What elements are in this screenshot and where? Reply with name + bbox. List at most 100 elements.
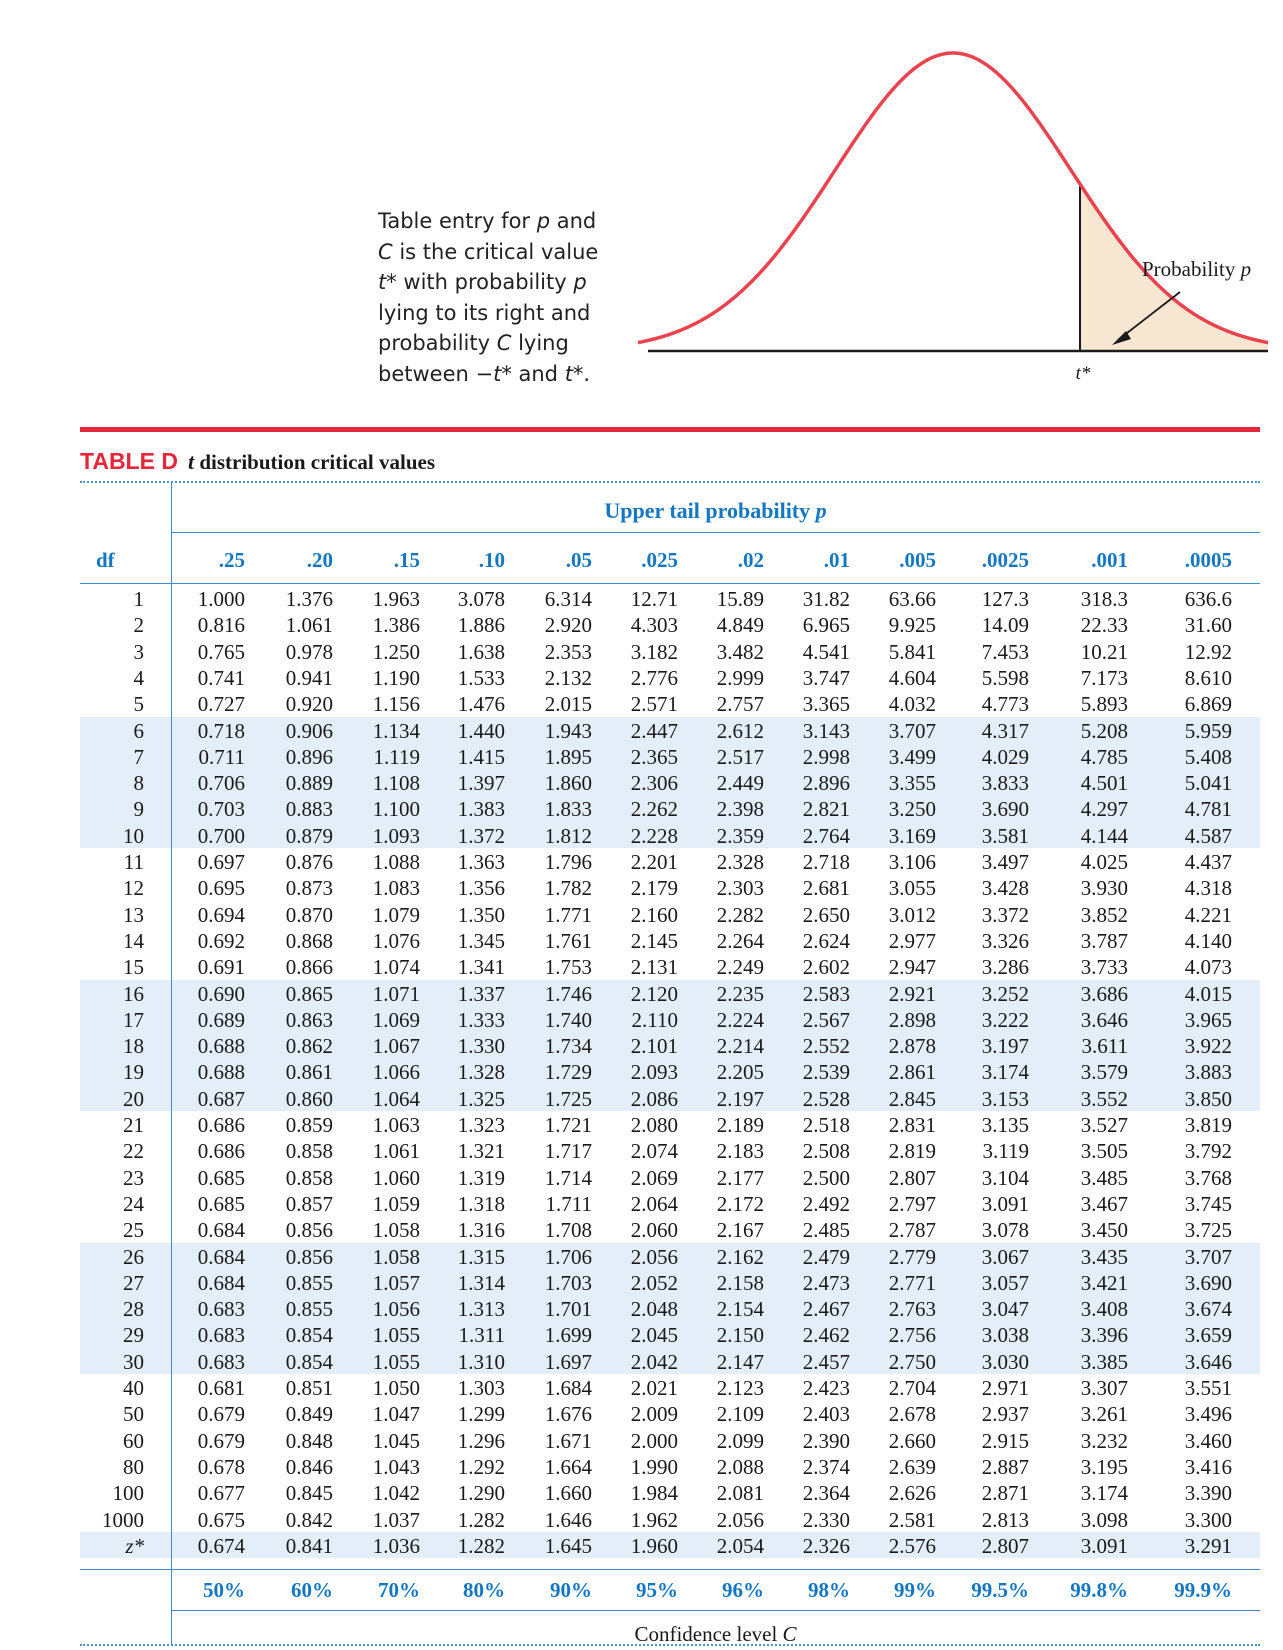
critical-value-cell: 0.978 — [285, 639, 333, 664]
critical-value-cell: 0.686 — [197, 1139, 245, 1164]
critical-value-cell: 3.408 — [1080, 1297, 1128, 1322]
caption-text: with probability — [396, 270, 574, 294]
p-header: .001 — [1091, 548, 1128, 572]
confidence-level-value: 60% — [291, 1578, 333, 1602]
critical-value-cell: 0.849 — [285, 1402, 333, 1427]
critical-value-cell: 0.694 — [197, 902, 245, 927]
critical-value-cell: 1.250 — [372, 639, 420, 664]
critical-value-cell: 1.079 — [372, 902, 420, 927]
row-shading-band — [80, 979, 1260, 1111]
critical-value-cell: 3.091 — [1080, 1533, 1128, 1558]
critical-value-cell: 2.518 — [802, 1113, 850, 1137]
critical-value-cell: 1.703 — [544, 1270, 592, 1295]
caption-variable: t* — [564, 361, 584, 386]
confidence-level-value: 96% — [722, 1578, 764, 1602]
critical-value-cell: 2.064 — [630, 1191, 678, 1216]
critical-value-cell: 0.675 — [197, 1507, 245, 1532]
critical-value-cell: 1.282 — [457, 1507, 505, 1532]
probability-arrowhead — [1112, 331, 1131, 345]
critical-value-cell: 2.473 — [802, 1270, 850, 1295]
critical-value-cell: 0.879 — [285, 823, 333, 848]
critical-value-cell: 1.734 — [544, 1034, 592, 1059]
critical-value-cell: 2.088 — [716, 1454, 764, 1479]
critical-value-cell: 1.356 — [457, 876, 505, 901]
critical-value-cell: 0.856 — [285, 1244, 333, 1269]
confidence-level-label: Confidence level C — [634, 1622, 797, 1646]
critical-value-cell: 15.89 — [716, 587, 764, 611]
critical-value-cell: 6.869 — [1184, 692, 1232, 717]
critical-value-cell: 1.311 — [458, 1323, 505, 1348]
critical-value-cell: 3.421 — [1080, 1270, 1128, 1295]
critical-value-cell: 12.71 — [630, 587, 678, 611]
critical-value-cell: 2.571 — [630, 692, 678, 717]
critical-value-cell: 2.467 — [802, 1297, 850, 1322]
critical-value-cell: 1.383 — [457, 797, 505, 822]
table-row: 28 0.683 0.855 1.056 1.313 1.701 2.048 2.154 2.4… — [0, 1296, 1283, 1322]
critical-value-cell: 1.725 — [544, 1086, 592, 1111]
critical-value-cell: 2.845 — [888, 1086, 936, 1111]
critical-value-cell: 3.460 — [1184, 1428, 1232, 1453]
critical-value-cell: 2.172 — [716, 1191, 764, 1216]
critical-value-cell: 1.318 — [457, 1191, 505, 1216]
critical-value-cell: 0.688 — [197, 1034, 245, 1059]
df-cell: 24 — [123, 1191, 144, 1216]
table-row: 6 0.718 0.906 1.134 1.440 1.943 2.447 2.612 3.14… — [0, 718, 1283, 744]
critical-value-cell: 3.252 — [981, 981, 1029, 1006]
table-row: 100 0.677 0.845 1.042 1.290 1.660 1.984 2.081 2.… — [0, 1480, 1283, 1506]
critical-value-cell: 3.883 — [1184, 1060, 1232, 1085]
critical-value-cell: 2.764 — [802, 823, 850, 848]
critical-value-cell: 0.859 — [285, 1113, 333, 1137]
critical-value-cell: 0.842 — [285, 1507, 333, 1532]
critical-value-cell: 3.174 — [1080, 1481, 1128, 1506]
upper-tail-shaded-area — [1080, 184, 1268, 351]
df-cell: 40 — [123, 1376, 144, 1400]
critical-value-cell: 2.678 — [888, 1402, 936, 1427]
critical-value-cell: 12.92 — [1184, 639, 1232, 664]
critical-value-cell: 3.747 — [802, 665, 850, 690]
critical-value-cell: 2.581 — [888, 1507, 936, 1532]
critical-value-cell: 1.061 — [372, 1139, 420, 1164]
critical-value-cell: 3.505 — [1080, 1139, 1128, 1164]
critical-value-cell: 0.685 — [197, 1165, 245, 1190]
df-cell: 15 — [123, 955, 144, 980]
critical-value-cell: 2.462 — [802, 1323, 850, 1348]
critical-value-cell: 0.674 — [197, 1533, 245, 1558]
critical-value-cell: 1.476 — [457, 692, 505, 717]
caption-text: . — [583, 361, 591, 386]
critical-value-cell: 2.390 — [802, 1428, 850, 1453]
table-row: z* 0.674 0.841 1.036 1.282 1.645 1.960 2.054 2.3… — [0, 1533, 1283, 1559]
critical-value-cell: 2.054 — [716, 1533, 764, 1558]
critical-value-cell: 3.030 — [981, 1349, 1029, 1374]
critical-value-cell: 0.741 — [197, 665, 245, 690]
critical-value-cell: 5.041 — [1184, 771, 1232, 796]
caption-text: and — [511, 361, 565, 386]
critical-value-cell: 0.851 — [285, 1376, 333, 1400]
table-row: 18 0.688 0.862 1.067 1.330 1.734 2.101 2.214 2.5… — [0, 1033, 1283, 1059]
table-row: 4 0.741 0.941 1.190 1.533 2.132 2.776 2.999 3.74… — [0, 665, 1283, 691]
critical-value-cell: 2.660 — [888, 1428, 936, 1453]
critical-value-cell: 1.190 — [372, 665, 420, 690]
critical-value-cell: 1.088 — [372, 850, 420, 874]
critical-value-cell: 4.297 — [1080, 797, 1128, 822]
critical-value-cell: 31.82 — [802, 587, 850, 611]
body-bottom-rule — [80, 1569, 1260, 1570]
critical-value-cell: 3.581 — [981, 823, 1029, 848]
caption-line: lying to its right and — [378, 298, 608, 329]
caption-text: probability — [378, 331, 497, 355]
df-cell: 1000 — [102, 1507, 144, 1532]
critical-value-cell: 2.110 — [631, 1007, 678, 1032]
critical-value-cell: 4.437 — [1184, 850, 1232, 874]
critical-value-cell: 4.032 — [888, 692, 936, 717]
critical-value-cell: 2.045 — [630, 1323, 678, 1348]
critical-value-cell: 3.153 — [981, 1086, 1029, 1111]
critical-value-cell: 2.262 — [630, 797, 678, 822]
critical-value-cell: 3.527 — [1080, 1113, 1128, 1137]
caption-line: Table entry for p and — [378, 206, 608, 237]
table-row: 50 0.679 0.849 1.047 1.299 1.676 2.009 2.109 2.4… — [0, 1401, 1283, 1427]
critical-value-cell: 1.061 — [285, 613, 333, 638]
critical-value-cell: 0.858 — [285, 1165, 333, 1190]
confidence-level-value: 80% — [463, 1578, 505, 1602]
critical-value-cell: 2.359 — [716, 823, 764, 848]
critical-value-cell: 0.848 — [285, 1428, 333, 1453]
critical-value-cell: 1.333 — [457, 1007, 505, 1032]
